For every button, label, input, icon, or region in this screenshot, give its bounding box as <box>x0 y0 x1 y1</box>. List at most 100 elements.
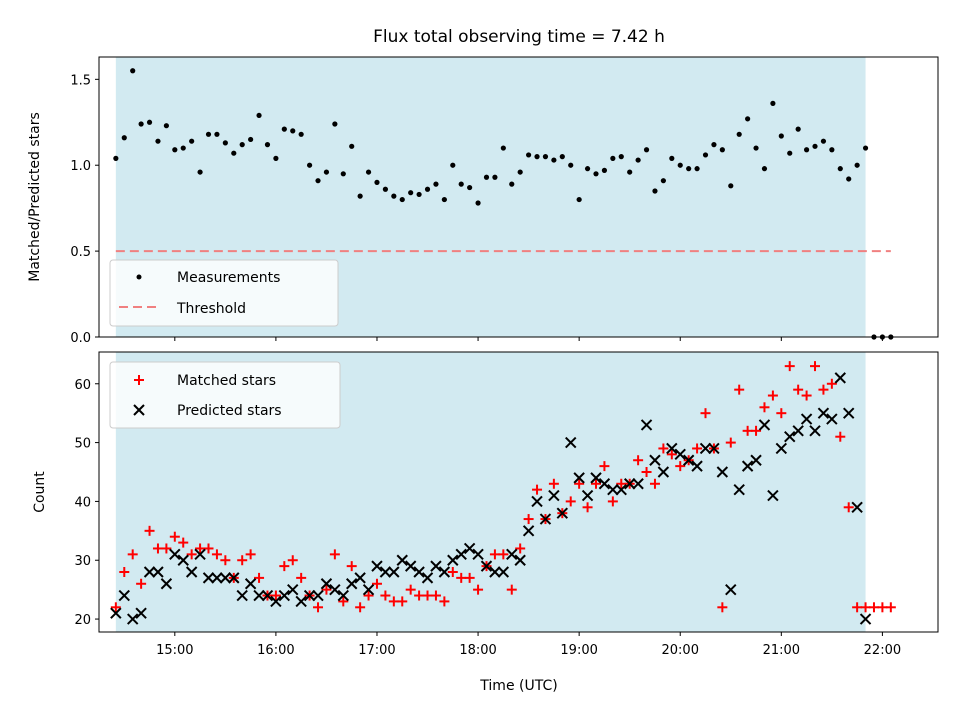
legend-measurement-marker <box>136 274 142 280</box>
matched-star-point <box>826 378 837 389</box>
count-legend: Matched stars Predicted stars <box>109 361 341 429</box>
predicted-star-point <box>640 419 653 431</box>
y-tick-label: 60 <box>74 378 91 393</box>
predicted-star-point <box>312 589 324 602</box>
cross-stroke-b <box>506 548 518 561</box>
measurement-point <box>568 162 574 168</box>
cross-stroke-b <box>413 566 425 578</box>
cross-stroke-b <box>362 583 375 596</box>
cross-stroke-b <box>438 566 451 578</box>
x-tick-label: 16:00 <box>257 643 294 658</box>
predicted-star-point <box>632 478 644 490</box>
matched-star-point <box>144 525 155 536</box>
cross-stroke-b <box>691 460 703 472</box>
cross-stroke-b <box>716 466 729 478</box>
predicted-star-point <box>590 472 602 484</box>
cross-stroke-b <box>244 578 257 590</box>
matched-star-point <box>607 496 618 507</box>
measurement-point <box>761 166 768 172</box>
count-panel: 20 30 40 50 60 15:00 16:00 17:00 18:00 19:00 20:0… <box>32 351 939 694</box>
predicted-star-point <box>674 448 686 461</box>
ratio-legend: Measurements Threshold <box>109 259 339 327</box>
matched-star-point <box>152 543 163 554</box>
matched-star-point <box>666 449 677 460</box>
ratio-legend-box <box>109 259 339 327</box>
y-tick-label: 30 <box>74 554 91 569</box>
measurement-point <box>475 200 481 206</box>
cross-stroke-b <box>800 413 813 425</box>
measurement-point <box>458 181 464 187</box>
predicted-star-point <box>573 472 585 484</box>
matched-star-point <box>296 572 307 583</box>
predicted-star-point <box>859 613 872 625</box>
matched-star-point <box>270 590 281 601</box>
legend-threshold-label: Threshold <box>176 301 246 317</box>
cross-stroke-b <box>758 419 771 431</box>
cross-stroke-b <box>329 583 341 596</box>
y-tick-label: 50 <box>74 437 91 452</box>
measurement-point <box>862 145 869 151</box>
measurement-point <box>787 150 793 156</box>
matched-star-point <box>810 361 821 372</box>
predicted-star-point <box>404 560 417 572</box>
ratio-y-ticks: 0.0 0.5 1.0 1.5 <box>70 73 99 346</box>
predicted-star-point <box>126 613 139 625</box>
measurement-point <box>593 171 599 177</box>
cross-stroke-b <box>295 595 307 608</box>
cross-stroke-b <box>320 578 333 590</box>
matched-star-point <box>574 478 585 489</box>
cross-stroke-b <box>682 454 695 466</box>
cross-stroke-b <box>480 560 493 572</box>
measurement-point <box>526 152 532 158</box>
cross-stroke-b <box>565 436 577 449</box>
measurement-point <box>584 166 591 172</box>
matched-star-point <box>237 555 248 566</box>
predicted-star-point <box>758 419 771 431</box>
measurement-point <box>702 152 709 158</box>
matched-star-point <box>616 478 627 489</box>
predicted-star-point <box>708 442 720 455</box>
cross-stroke-b <box>160 578 173 590</box>
measurement-point <box>854 162 860 168</box>
predicted-star-point <box>539 513 552 525</box>
predicted-star-point <box>371 560 383 572</box>
predicted-star-point <box>320 578 333 590</box>
cross-stroke-b <box>228 572 240 584</box>
predicted-star-point <box>143 566 156 578</box>
cross-stroke-b <box>169 548 181 561</box>
measurement-point <box>694 166 700 172</box>
predicted-star-point <box>278 589 291 602</box>
measurement-point <box>812 143 818 149</box>
predicted-star-point <box>489 566 501 578</box>
predicted-star-point <box>152 566 164 578</box>
matched-star-point <box>717 602 728 613</box>
cross-stroke-b <box>666 442 678 455</box>
matched-star-point <box>776 408 787 419</box>
measurement-point <box>559 154 565 160</box>
matched-star-point <box>397 596 408 607</box>
chart-title: Flux total observing time = 7.42 h <box>373 27 665 47</box>
ratio-panel: 0.0 0.5 1.0 1.5 Matched/Predicted stars Mea… <box>27 56 939 346</box>
measurement-point <box>433 181 439 187</box>
predicted-star-point <box>800 413 813 425</box>
cross-stroke-b <box>826 413 838 425</box>
predicted-star-point <box>421 572 434 584</box>
matched-star-point <box>447 567 458 577</box>
cross-stroke-b <box>573 472 585 484</box>
matched-star-point <box>885 602 896 613</box>
predicted-star-point <box>413 566 425 578</box>
matched-star-point <box>784 361 795 372</box>
count-y-axis-label: Count <box>32 471 48 513</box>
cross-stroke-b <box>303 589 316 602</box>
measurement-point <box>281 126 287 132</box>
matched-star-point <box>220 555 231 566</box>
predicted-star-point <box>666 442 678 455</box>
predicted-star-point <box>522 525 535 537</box>
measurement-point <box>770 100 776 106</box>
x-tick-label: 18:00 <box>459 643 496 658</box>
cross-stroke-b <box>185 566 198 578</box>
matched-star-point <box>641 467 652 477</box>
predicted-star-point <box>236 589 248 602</box>
predicted-star-point <box>346 578 358 590</box>
